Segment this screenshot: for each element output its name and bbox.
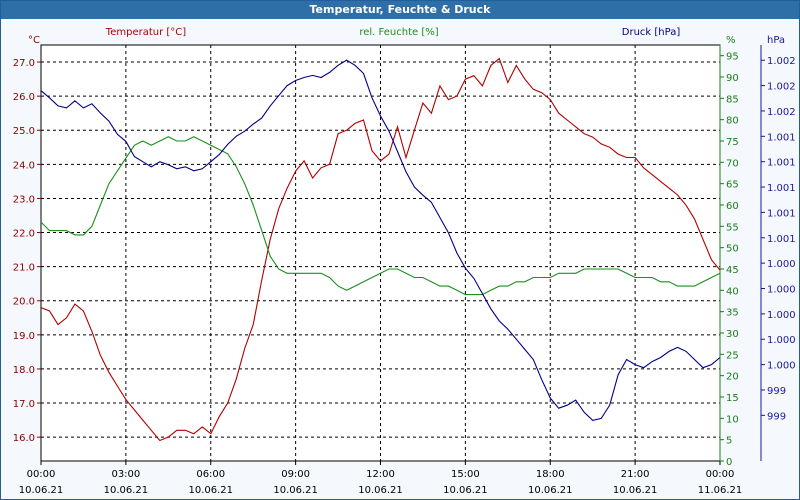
x-tick-label-time: 06:00 — [196, 469, 225, 480]
pressure-tick-label: 1.000 — [767, 361, 796, 372]
humidity-tick-label: 70 — [726, 158, 739, 169]
temperature-tick-label: 19.0 — [13, 331, 35, 342]
temperature-axis-unit: °C — [28, 35, 40, 46]
humidity-tick-label: 60 — [726, 201, 739, 212]
x-tick-label-date: 10.06.21 — [188, 485, 233, 496]
humidity-tick-label: 15 — [726, 393, 739, 404]
pressure-series-line — [40, 59, 721, 422]
temperature-tick-label: 17.0 — [13, 399, 35, 410]
x-tick-label-time: 15:00 — [451, 469, 480, 480]
humidity-tick-label: 55 — [726, 222, 739, 233]
x-tick-label-date: 11.06.21 — [698, 485, 743, 496]
x-tick-label-time: 21:00 — [621, 469, 650, 480]
x-tick-label-date: 10.06.21 — [443, 485, 488, 496]
pressure-tick-label: 1.001 — [767, 132, 796, 143]
humidity-tick-label: 25 — [726, 350, 739, 361]
humidity-tick-label: 45 — [726, 265, 739, 276]
x-tick-label-time: 12:00 — [366, 469, 395, 480]
temperature-series-line — [40, 57, 721, 442]
pressure-tick-label: 999 — [767, 411, 786, 422]
pressure-tick-label: 1.001 — [767, 158, 796, 169]
pressure-tick-label: 999 — [767, 386, 786, 397]
pressure-tick-label: 1.002 — [767, 82, 796, 93]
x-tick-label-date: 10.06.21 — [19, 485, 64, 496]
humidity-tick-label: 20 — [726, 372, 739, 383]
humidity-tick-label: 90 — [726, 73, 739, 84]
temperature-tick-label: 21.0 — [13, 263, 35, 274]
pressure-tick-label: 1.000 — [767, 285, 796, 296]
temperature-tick-label: 22.0 — [13, 229, 35, 240]
temperature-tick-label: 24.0 — [13, 160, 35, 171]
humidity-tick-label: 50 — [726, 244, 739, 255]
pressure-tick-label: 1.002 — [767, 107, 796, 118]
humidity-series-line — [40, 136, 721, 296]
legend-label: rel. Feuchte [%] — [359, 27, 438, 38]
humidity-tick-label: 40 — [726, 286, 739, 297]
humidity-tick-label: 10 — [726, 414, 739, 425]
x-tick-label-time: 09:00 — [281, 469, 310, 480]
window-title: Temperatur, Feuchte & Druck — [1, 1, 799, 19]
x-tick-label-time: 03:00 — [111, 469, 140, 480]
temperature-tick-label: 20.0 — [13, 297, 35, 308]
humidity-tick-label: 75 — [726, 137, 739, 148]
temperature-tick-label: 25.0 — [13, 126, 35, 137]
pressure-axis-unit: hPa — [767, 35, 785, 46]
pressure-tick-label: 1.000 — [767, 310, 796, 321]
humidity-tick-label: 65 — [726, 180, 739, 191]
temperature-tick-label: 27.0 — [13, 58, 35, 69]
pressure-tick-label: 1.001 — [767, 208, 796, 219]
x-tick-label-date: 10.06.21 — [358, 485, 403, 496]
temperature-tick-label: 16.0 — [13, 433, 35, 444]
humidity-tick-label: 35 — [726, 308, 739, 319]
humidity-tick-label: 95 — [726, 52, 739, 63]
temperature-tick-label: 18.0 — [13, 365, 35, 376]
legend-label: Temperatur [°C] — [105, 27, 186, 38]
x-tick-label-date: 10.06.21 — [528, 485, 573, 496]
x-tick-label-date: 10.06.21 — [104, 485, 149, 496]
x-tick-label-time: 00:00 — [27, 469, 56, 480]
x-tick-label-time: 00:00 — [706, 469, 735, 480]
humidity-tick-label: 80 — [726, 116, 739, 127]
pressure-tick-label: 1.001 — [767, 183, 796, 194]
x-tick-label-date: 10.06.21 — [613, 485, 658, 496]
pressure-tick-label: 1.002 — [767, 56, 796, 67]
humidity-axis-unit: % — [726, 35, 736, 46]
pressure-tick-label: 1.000 — [767, 259, 796, 270]
x-tick-label-date: 10.06.21 — [273, 485, 318, 496]
temperature-tick-label: 26.0 — [13, 92, 35, 103]
plot-area — [40, 44, 721, 462]
humidity-tick-label: 5 — [726, 436, 732, 447]
pressure-tick-label: 1.001 — [767, 234, 796, 245]
humidity-tick-label: 0 — [726, 457, 732, 468]
x-tick-label-time: 18:00 — [536, 469, 565, 480]
pressure-tick-label: 1.000 — [767, 335, 796, 346]
temperature-tick-label: 23.0 — [13, 194, 35, 205]
humidity-tick-label: 30 — [726, 329, 739, 340]
humidity-tick-label: 85 — [726, 94, 739, 105]
legend-label: Druck [hPa] — [622, 27, 681, 38]
